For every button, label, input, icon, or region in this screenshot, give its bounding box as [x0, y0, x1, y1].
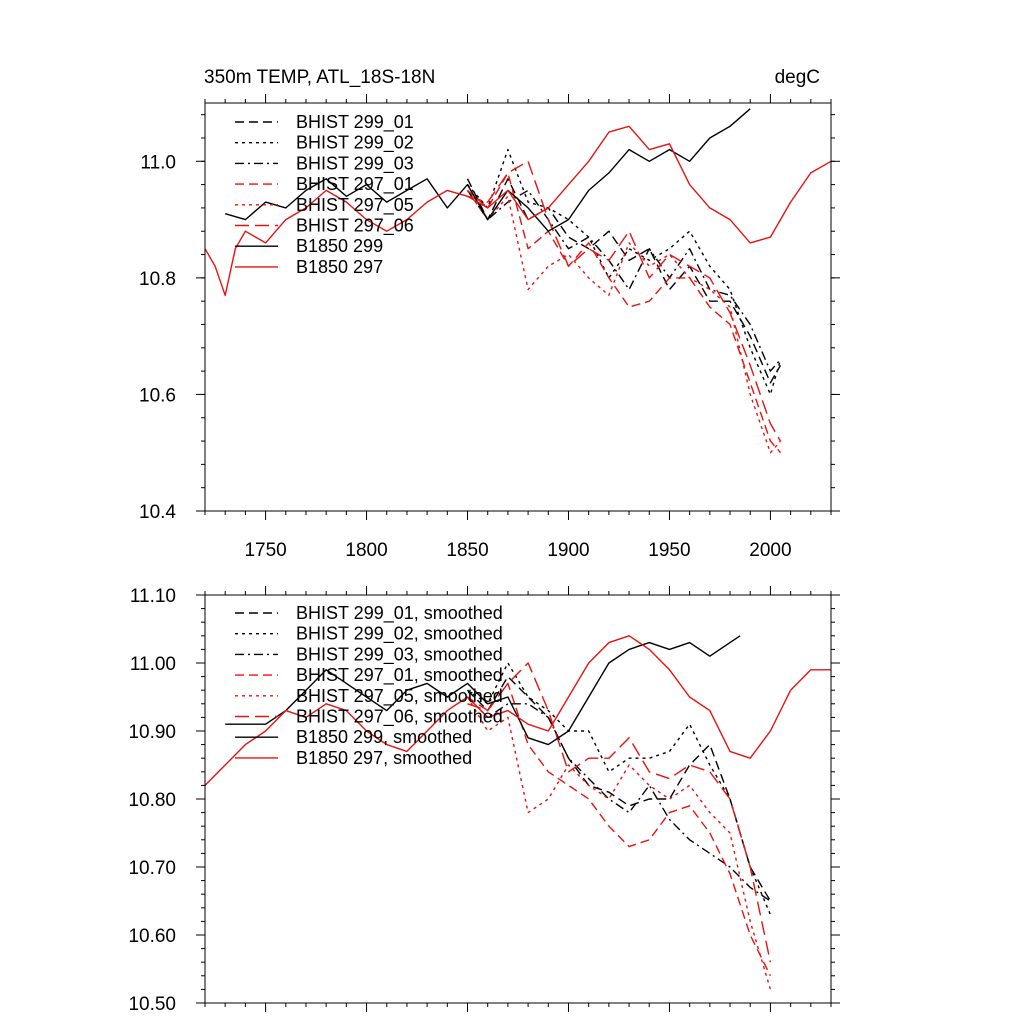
bottom-legend-label: BHIST 297_06, smoothed: [296, 707, 503, 728]
top-xtick-label: 1850: [446, 540, 488, 561]
top-series-bhist-299-01: [466, 178, 782, 384]
top-legend-label: BHIST 299_01: [296, 112, 414, 133]
bottom-panel: 10.50 10.60 10.70 10.80 10.90 11.00 11.10 BHIS…: [128, 586, 840, 1015]
top-ytick-label: 10.4: [139, 502, 176, 523]
top-panel-title: 350m TEMP, ATL_18S-18N: [204, 67, 435, 88]
bottom-legend-label: BHIST 297_01, smoothed: [296, 665, 503, 686]
bottom-series-bhist-299-02-smoothed: [467, 662, 772, 915]
top-xtick-label: 1950: [648, 540, 690, 561]
top-xtick-label: 1750: [244, 540, 286, 561]
bottom-ytick-label: 10.70: [128, 858, 176, 879]
bottom-legend-label: BHIST 299_02, smoothed: [296, 624, 503, 645]
top-panel-units: degC: [775, 67, 820, 88]
bottom-series-bhist-299-01-smoothed: [467, 675, 772, 902]
top-panel: 350m TEMP, ATL_18S-18N degC 1750 1800 1850…: [139, 67, 840, 561]
top-series-b1850-299: [225, 108, 751, 232]
top-series-b1850-297: [204, 125, 832, 296]
bottom-legend-label: BHIST 299_03, smoothed: [296, 644, 503, 665]
top-series-bhist-297-05: [466, 190, 782, 454]
bottom-ytick-label: 11.00: [130, 654, 176, 675]
bottom-legend-label: B1850 299, smoothed: [296, 727, 472, 747]
top-legend-label: BHIST 297_05: [296, 195, 414, 216]
bottom-panel-axes: 10.50 10.60 10.70 10.80 10.90 11.00 11.10: [128, 586, 840, 1015]
top-legend-label: BHIST 297_01: [296, 174, 414, 195]
bottom-series-bhist-297-05-smoothed: [466, 696, 772, 990]
top-legend-label: BHIST 297_06: [296, 216, 414, 237]
bottom-legend-label: B1850 297, smoothed: [296, 748, 472, 768]
top-legend-label: BHIST 299_02: [296, 133, 414, 154]
top-ytick-label: 11.0: [140, 152, 176, 173]
top-xtick-label: 1800: [345, 540, 387, 561]
bottom-ytick-label: 11.10: [130, 586, 176, 607]
bottom-legend-label: BHIST 297_05, smoothed: [296, 686, 503, 707]
top-panel-axes: 1750 1800 1850 1900 1950 2000 10.4 10.6 10.8 11.0: [139, 94, 840, 561]
top-ytick-label: 10.6: [139, 385, 176, 406]
bottom-panel-lines: [204, 635, 831, 990]
bottom-ytick-label: 10.80: [128, 790, 176, 811]
bottom-ytick-label: 10.50: [128, 994, 176, 1015]
top-series-bhist-297-01: [467, 172, 782, 454]
bottom-series-bhist-299-03-smoothed: [467, 696, 771, 902]
top-panel-frame: [204, 102, 832, 512]
top-series-bhist-297-06: [467, 160, 782, 442]
top-legend-label: B1850 297: [296, 257, 383, 277]
bottom-ytick-label: 10.90: [128, 722, 176, 743]
top-legend-label: B1850 299: [296, 236, 383, 256]
top-xtick-label: 2000: [749, 540, 791, 561]
bottom-series-b1850-297-smoothed: [204, 635, 831, 786]
top-xtick-label: 1900: [547, 540, 589, 561]
top-ytick-label: 10.8: [139, 269, 176, 290]
bottom-legend-label: BHIST 299_01, smoothed: [296, 603, 503, 624]
top-panel-lines: [204, 108, 832, 454]
bottom-ytick-label: 10.60: [128, 926, 176, 947]
top-series-bhist-299-03: [466, 189, 782, 372]
top-legend-label: BHIST 299_03: [296, 153, 414, 174]
top-series-bhist-299-02: [466, 148, 782, 396]
bottom-series-bhist-297-06-smoothed: [467, 662, 772, 963]
bottom-series-b1850-299-smoothed: [225, 635, 741, 746]
bottom-series-bhist-297-01-smoothed: [467, 682, 772, 977]
